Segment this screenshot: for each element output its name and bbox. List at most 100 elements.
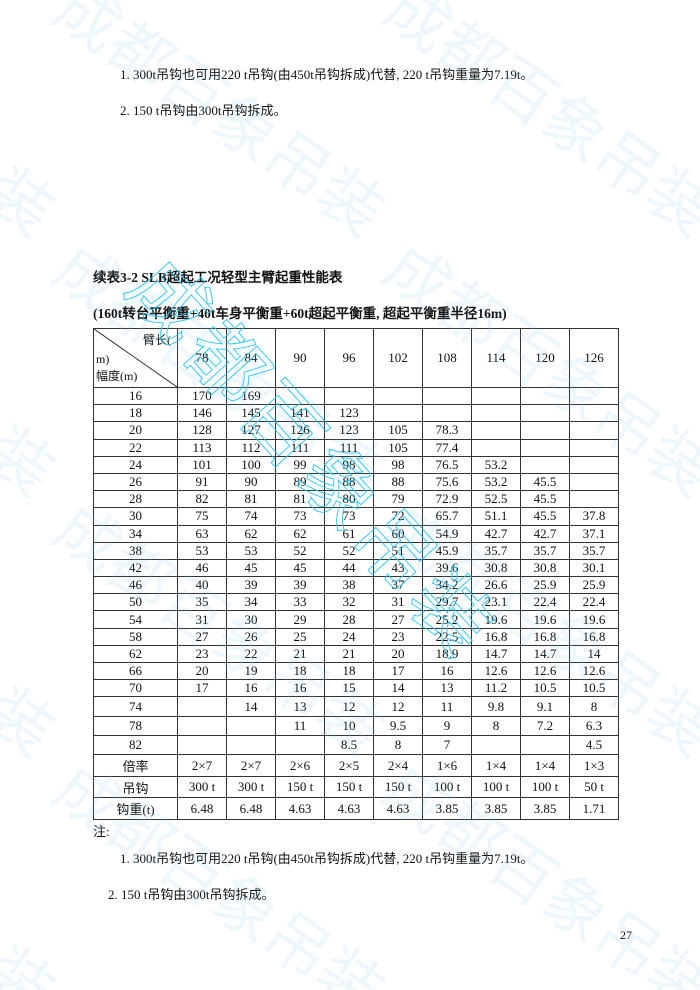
value-cell: 53 — [177, 541, 227, 560]
boom-length-header: 114 — [471, 328, 521, 388]
value-cell: 9 — [422, 715, 472, 736]
value-cell: 15 — [324, 679, 374, 698]
boom-length-header: 108 — [422, 328, 472, 388]
value-cell: 3.85 — [471, 797, 521, 820]
value-cell: 35 — [177, 593, 227, 612]
value-cell: 45 — [275, 558, 325, 578]
row-label-cell: 46 — [93, 576, 178, 595]
value-cell: 29.7 — [422, 593, 472, 612]
value-cell: 16 — [275, 679, 325, 698]
value-cell: 127 — [226, 421, 276, 440]
value-cell — [275, 386, 325, 406]
value-cell: 9.5 — [373, 715, 423, 736]
value-cell: 53 — [226, 541, 276, 560]
value-cell: 27 — [373, 610, 423, 629]
value-cell — [520, 734, 570, 756]
value-cell: 101 — [177, 455, 227, 474]
row-label-cell: 82 — [93, 734, 178, 756]
value-cell: 16.8 — [520, 627, 570, 646]
boom-length-header: 78 — [177, 328, 227, 388]
table-row: 62 23 22 21 21 20 18.9 14.7 14.7 14 — [93, 644, 619, 664]
value-cell: 150 t — [275, 775, 325, 799]
value-cell: 18.9 — [422, 644, 472, 664]
watermark-text: 成都百象吊装 — [370, 0, 700, 252]
value-cell: 16 — [226, 679, 276, 698]
value-cell: 112 — [226, 438, 276, 457]
value-cell: 2×5 — [324, 754, 374, 777]
value-cell: 141 — [275, 404, 325, 423]
value-cell: 42.7 — [471, 524, 521, 543]
table-row: 38 53 53 52 52 51 45.9 35.7 35.7 35.7 — [93, 541, 619, 560]
value-cell: 37.8 — [569, 507, 619, 526]
value-cell — [569, 438, 619, 457]
value-cell — [520, 438, 570, 457]
value-cell: 91 — [177, 472, 227, 492]
value-cell: 99 — [275, 455, 325, 474]
table-row: 20 128 127 126 123 105 78.3 — [93, 421, 619, 440]
value-cell: 105 — [373, 438, 423, 457]
value-cell: 42.7 — [520, 524, 570, 543]
value-cell: 100 t — [520, 775, 570, 799]
value-cell: 100 t — [471, 775, 521, 799]
value-cell — [226, 715, 276, 736]
watermark-text: 成都百象吊装 — [0, 750, 68, 990]
value-cell: 14.7 — [471, 644, 521, 664]
value-cell: 6.48 — [226, 797, 276, 820]
value-cell: 146 — [177, 404, 227, 423]
value-cell: 52 — [275, 541, 325, 560]
value-cell: 4.5 — [569, 734, 619, 756]
value-cell: 77.4 — [422, 438, 472, 457]
value-cell — [569, 490, 619, 509]
row-label-cell: 20 — [93, 421, 178, 440]
value-cell: 123 — [324, 404, 374, 423]
value-cell — [471, 421, 521, 440]
value-cell: 76.5 — [422, 455, 472, 474]
value-cell: 22.4 — [569, 593, 619, 612]
value-cell: 24 — [324, 627, 374, 646]
value-cell: 8 — [373, 734, 423, 756]
value-cell: 45.9 — [422, 541, 472, 560]
table-row: 34 63 62 62 61 60 54.9 42.7 42.7 37.1 — [93, 524, 619, 543]
watermark-text: 成都百象吊装 — [0, 490, 68, 772]
load-chart-table: 臂长( m) 幅度(m) 78 84 90 96 102 108 114 120 126 16 1… — [93, 328, 619, 820]
value-cell: 14 — [569, 644, 619, 664]
value-cell: 6.48 — [177, 797, 227, 820]
row-label-cell: 62 — [93, 644, 178, 664]
table-row: 46 40 39 39 38 37 34.2 26.6 25.9 25.9 — [93, 576, 619, 595]
table-row: 24 101 100 99 98 98 76.5 53.2 — [93, 455, 619, 474]
value-cell: 50 t — [569, 775, 619, 799]
table-row: 78 11 10 9.5 9 8 7.2 6.3 — [93, 715, 619, 736]
row-label-cell: 26 — [93, 472, 178, 492]
row-label-cell: 74 — [93, 696, 178, 717]
value-cell: 4.63 — [324, 797, 374, 820]
value-cell: 74 — [226, 507, 276, 526]
table-row: 54 31 30 29 28 27 25.2 19.6 19.6 19.6 — [93, 610, 619, 629]
value-cell: 75 — [177, 507, 227, 526]
value-cell: 9.8 — [471, 696, 521, 717]
value-cell: 46 — [177, 558, 227, 578]
value-cell: 44 — [324, 558, 374, 578]
row-label-cell: 28 — [93, 490, 178, 509]
value-cell: 1×4 — [520, 754, 570, 777]
value-cell: 100 — [226, 455, 276, 474]
watermark-text: 成都百象吊装 — [40, 0, 398, 252]
boom-length-header: 120 — [520, 328, 570, 388]
table-row: 58 27 26 25 24 23 22.5 16.8 16.8 16.8 — [93, 627, 619, 646]
value-cell — [520, 421, 570, 440]
value-cell: 111 — [324, 438, 374, 457]
value-cell: 52 — [324, 541, 374, 560]
value-cell: 25.2 — [422, 610, 472, 629]
value-cell: 82 — [177, 490, 227, 509]
value-cell: 62 — [275, 524, 325, 543]
value-cell: 2×4 — [373, 754, 423, 777]
table-row: 28 82 81 81 80 79 72.9 52.5 45.5 — [93, 490, 619, 509]
value-cell: 13 — [275, 696, 325, 717]
value-cell: 34.2 — [422, 576, 472, 595]
value-cell: 30.8 — [520, 558, 570, 578]
value-cell: 88 — [324, 472, 374, 492]
value-cell: 35.7 — [520, 541, 570, 560]
notes-label: 注: — [93, 824, 110, 839]
value-cell: 72.9 — [422, 490, 472, 509]
watermark-text: 成都百象吊装 — [0, 230, 68, 512]
value-cell: 113 — [177, 438, 227, 457]
